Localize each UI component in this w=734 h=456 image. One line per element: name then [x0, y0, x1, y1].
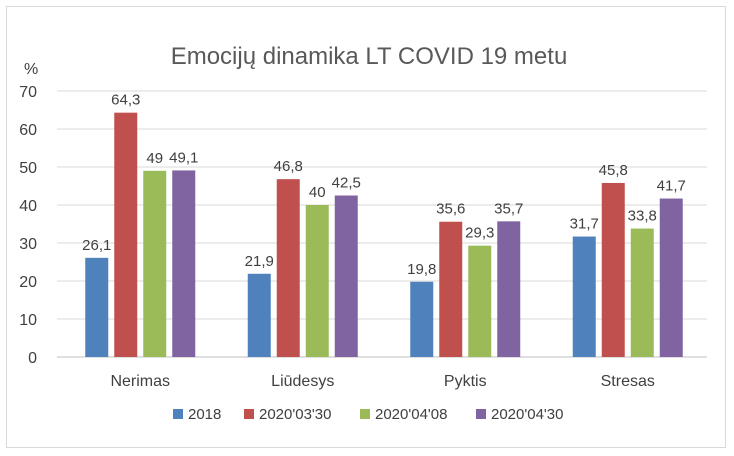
chart-frame: Emocijų dinamika LT COVID 19 metu % 26,1…: [6, 6, 726, 448]
chart-title: Emocijų dinamika LT COVID 19 metu: [171, 43, 568, 70]
legend-label: 2018: [188, 406, 221, 423]
legend: 2018 2020'03'30 2020'04'08 2020'04'30: [173, 406, 563, 423]
data-label: 46,8: [274, 158, 303, 175]
data-label: 35,7: [494, 200, 523, 217]
legend-label: 2020'03'30: [259, 406, 331, 423]
category-label: Pyktis: [444, 373, 487, 390]
data-label: 41,7: [657, 178, 686, 195]
legend-swatch: [244, 409, 254, 419]
bar: [276, 179, 300, 357]
bar: [247, 273, 271, 357]
bar: [410, 281, 434, 357]
data-label: 49: [146, 150, 163, 167]
y-tick-label: 30: [19, 236, 37, 253]
data-label: 49,1: [169, 149, 198, 166]
y-tick-label: 50: [19, 160, 37, 177]
legend-swatch: [360, 409, 370, 419]
bar-chart: Emocijų dinamika LT COVID 19 metu % 26,1…: [19, 43, 707, 423]
category-label: Nerimas: [110, 373, 170, 390]
bar: [630, 228, 654, 357]
data-label: 64,3: [111, 92, 140, 109]
y-tick-label: 0: [28, 350, 37, 367]
legend-swatch: [173, 409, 183, 419]
category-label: Liūdesys: [271, 373, 334, 390]
bar: [601, 182, 625, 357]
data-label: 35,6: [436, 201, 465, 218]
bar: [172, 170, 196, 357]
bar: [439, 221, 463, 357]
y-tick-label: 60: [19, 122, 37, 139]
bar: [334, 195, 358, 357]
legend-label: 2020'04'30: [491, 406, 563, 423]
data-label: 26,1: [82, 237, 111, 254]
y-tick-label: 20: [19, 274, 37, 291]
bar: [659, 198, 683, 357]
data-label: 29,3: [465, 225, 494, 242]
x-axis-categories: Nerimas Liūdesys Pyktis Stresas: [110, 373, 654, 390]
bar: [85, 257, 109, 357]
bars: [85, 112, 683, 357]
legend-swatch: [476, 409, 486, 419]
y-tick-label: 10: [19, 312, 37, 329]
y-tick-label: 40: [19, 198, 37, 215]
bar: [305, 205, 329, 357]
bar: [468, 245, 492, 357]
data-label: 31,7: [570, 216, 599, 233]
data-label: 21,9: [245, 253, 274, 270]
y-axis-ticks: 0 10 20 30 40 50 60 70: [19, 84, 37, 367]
data-label: 40: [309, 184, 326, 201]
bar: [572, 236, 596, 357]
y-tick-label: 70: [19, 84, 37, 101]
bar: [497, 221, 521, 357]
data-label: 45,8: [599, 162, 628, 179]
category-label: Stresas: [601, 373, 655, 390]
data-label: 42,5: [332, 175, 361, 192]
y-axis-unit-label: %: [24, 61, 38, 78]
legend-label: 2020'04'08: [375, 406, 447, 423]
data-labels: 26,1 64,3 49 49,1 21,9 46,8 40 42,5 19,8 35,629,3…: [82, 92, 686, 278]
bar: [143, 170, 167, 357]
data-label: 33,8: [628, 208, 657, 225]
bar: [114, 112, 138, 357]
data-label: 19,8: [407, 261, 436, 278]
